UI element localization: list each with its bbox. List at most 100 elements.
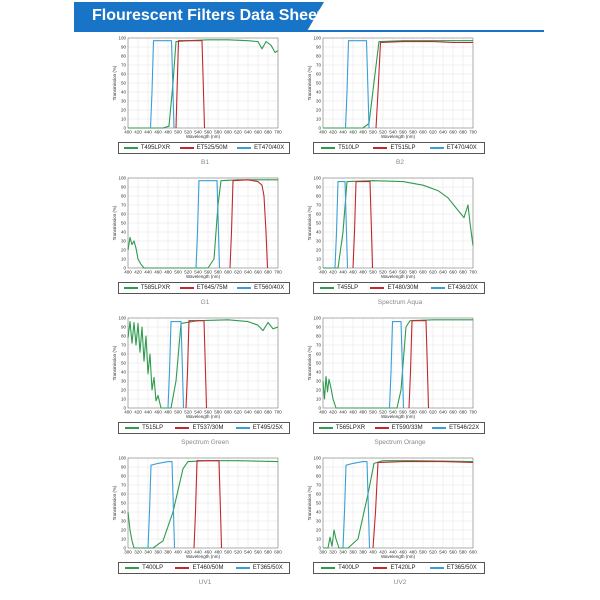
x-tick-label: 560: [399, 410, 407, 415]
y-tick-label: 60: [316, 72, 322, 77]
legend-label: ET495/25X: [252, 425, 283, 431]
x-tick-label: 560: [399, 130, 407, 135]
y-axis-title: Transmission (%): [307, 345, 312, 380]
legend-swatch: [179, 287, 194, 289]
series-line-red: [175, 40, 206, 129]
legend-item: ET365/50X: [235, 565, 283, 571]
x-tick-label: 480: [164, 270, 172, 275]
legend-swatch: [373, 567, 388, 569]
x-tick-label: 660: [254, 270, 262, 275]
header-divider: [74, 30, 544, 32]
x-axis-title: Wavelength (nm): [186, 554, 221, 559]
series-line-blue: [149, 40, 175, 129]
x-tick-label: 320: [329, 550, 337, 555]
x-tick-label: 400: [174, 550, 182, 555]
x-tick-label: 560: [449, 550, 457, 555]
legend-item: ET537/30M: [175, 425, 223, 431]
legend-label: T400LP: [338, 565, 360, 571]
x-tick-label: 540: [389, 270, 397, 275]
legend-item: ET436/20X: [430, 285, 478, 291]
chart-svg: 0 10 20 30 40 50 60 70 80 90 100 300 320 340 360 380 400…: [112, 456, 282, 560]
legend-swatch: [430, 287, 445, 289]
plot-frame: [322, 37, 474, 129]
legend-swatch: [175, 427, 190, 429]
legend-label: T515LP: [142, 425, 164, 431]
chart-panel: 0 10 20 30 40 50 60 70 80 90 100 400 420 440 460 480 500…: [305, 316, 505, 451]
x-tick-label: 400: [124, 270, 132, 275]
y-axis-title: Transmission (%): [307, 205, 312, 240]
chart-svg: 0 10 20 30 40 50 60 70 80 90 100 400 420 440 460 480 500…: [112, 316, 282, 420]
y-tick-label: 10: [316, 537, 322, 542]
panel-caption: B2: [396, 159, 404, 166]
series-line-red: [352, 181, 374, 269]
x-tick-label: 700: [469, 130, 477, 135]
chart-legend: T455LP ET480/30M ET436/20X: [313, 282, 485, 294]
chart-panel: 0 10 20 30 40 50 60 70 80 90 100 300 320 340 360 380 400…: [110, 456, 310, 591]
y-tick-label: 10: [121, 397, 127, 402]
x-tick-label: 300: [124, 550, 132, 555]
x-tick-label: 420: [329, 130, 337, 135]
chart-panel: 0 10 20 30 40 50 60 70 80 90 100 300 320 340 360 380 400…: [305, 456, 505, 591]
y-tick-label: 70: [121, 483, 127, 488]
y-tick-label: 50: [316, 501, 322, 506]
y-tick-label: 30: [316, 519, 322, 524]
x-tick-label: 540: [244, 550, 252, 555]
series-line-green: [322, 319, 473, 409]
y-tick-label: 20: [316, 108, 322, 113]
y-tick-label: 40: [121, 230, 127, 235]
x-tick-label: 480: [164, 130, 172, 135]
y-tick-label: 10: [316, 117, 322, 122]
x-tick-label: 440: [194, 550, 202, 555]
y-tick-label: 40: [121, 90, 127, 95]
series-line-red: [375, 41, 473, 129]
x-tick-label: 480: [359, 270, 367, 275]
x-tick-label: 340: [144, 550, 152, 555]
legend-label: ET460/50M: [192, 565, 224, 571]
x-tick-label: 420: [134, 270, 142, 275]
legend-swatch: [237, 287, 252, 289]
y-tick-label: 100: [118, 36, 126, 41]
chart-panel: 0 10 20 30 40 50 60 70 80 90 100 400 420 440 460 480 500…: [110, 316, 310, 451]
x-tick-label: 300: [319, 550, 327, 555]
series-line-blue: [167, 321, 185, 409]
x-tick-label: 560: [204, 130, 212, 135]
y-tick-label: 80: [316, 54, 322, 59]
legend-swatch: [175, 567, 190, 569]
x-axis-title: Wavelength (nm): [381, 414, 416, 419]
x-tick-label: 640: [439, 410, 447, 415]
x-tick-label: 480: [409, 550, 417, 555]
y-tick-label: 30: [316, 239, 322, 244]
y-tick-label: 20: [121, 528, 127, 533]
legend-item: T515LP: [125, 425, 163, 431]
y-tick-label: 50: [121, 221, 127, 226]
x-axis-title: Wavelength (nm): [186, 414, 221, 419]
y-tick-label: 80: [316, 194, 322, 199]
legend-label: T495LPXR: [140, 145, 171, 151]
legend-label: ET515LP: [390, 145, 416, 151]
x-tick-label: 640: [244, 270, 252, 275]
x-tick-label: 460: [154, 270, 162, 275]
series-line-red: [229, 179, 269, 269]
chart-panel: 0 10 20 30 40 50 60 70 80 90 100 400 420 440 460 480 500…: [110, 176, 310, 311]
x-tick-label: 600: [419, 270, 427, 275]
legend-swatch: [318, 427, 333, 429]
x-tick-label: 660: [254, 410, 262, 415]
y-tick-label: 50: [121, 501, 127, 506]
legend-swatch: [321, 567, 336, 569]
x-tick-label: 700: [274, 270, 282, 275]
y-tick-label: 20: [121, 108, 127, 113]
legend-label: ET365/50X: [446, 565, 477, 571]
x-tick-label: 420: [134, 130, 142, 135]
chart-panel: 0 10 20 30 40 50 60 70 80 90 100 400 420 440 460 480 500…: [110, 36, 310, 171]
x-tick-label: 580: [214, 410, 222, 415]
plot-frame: [127, 457, 279, 549]
series-line-blue: [344, 40, 370, 129]
x-tick-label: 540: [439, 550, 447, 555]
y-tick-label: 60: [316, 212, 322, 217]
legend-item: T455LP: [320, 285, 358, 291]
legend-item: ET470/40X: [429, 145, 477, 151]
legend-item: ET420LP: [373, 565, 415, 571]
y-tick-label: 80: [121, 54, 127, 59]
y-tick-label: 10: [121, 257, 127, 262]
y-tick-label: 80: [121, 334, 127, 339]
